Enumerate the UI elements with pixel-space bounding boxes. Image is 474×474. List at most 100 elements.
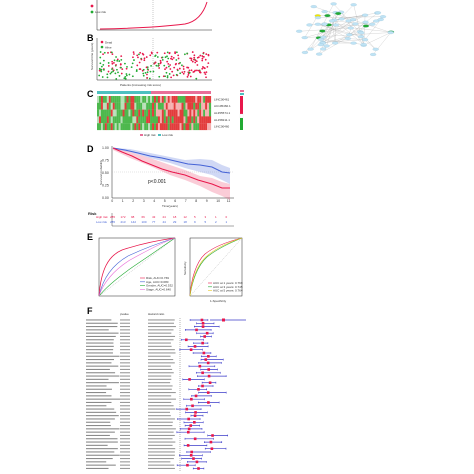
survival-point bbox=[168, 51, 171, 54]
heatmap-cell bbox=[118, 109, 121, 117]
heatmap-cell bbox=[116, 96, 119, 103]
legend-dead-dot bbox=[100, 40, 104, 44]
survival-point bbox=[125, 73, 128, 75]
heatmap-cell bbox=[142, 123, 145, 131]
survival-point bbox=[102, 59, 105, 62]
network-node bbox=[332, 23, 339, 27]
network-node bbox=[362, 24, 370, 28]
forest-row bbox=[176, 463, 196, 467]
heatmap-cell bbox=[161, 109, 164, 117]
heatmap-cell bbox=[155, 102, 159, 110]
group-legend-low bbox=[240, 93, 244, 95]
heatmap-cell bbox=[187, 109, 190, 117]
survival-point bbox=[115, 63, 117, 66]
heatmap-cell bbox=[167, 96, 170, 103]
forest-row bbox=[180, 338, 204, 342]
heatmap-cell bbox=[138, 109, 141, 117]
heatmap-cell bbox=[140, 109, 143, 117]
heatmap-cell bbox=[102, 109, 105, 117]
heatmap-cell bbox=[191, 96, 194, 103]
survival-point bbox=[138, 53, 140, 56]
survival-point bbox=[138, 61, 141, 64]
panel-a-risk-score-plot: Low risk bbox=[90, 0, 212, 31]
heatmap-cell bbox=[171, 116, 174, 124]
survival-point bbox=[131, 75, 134, 78]
heatmap-cell bbox=[173, 96, 176, 103]
forest-row bbox=[176, 407, 202, 411]
survival-point bbox=[107, 65, 110, 67]
km-x-tick: 7 bbox=[185, 199, 187, 203]
heatmap-scale-mid bbox=[239, 113, 244, 119]
forest-row bbox=[197, 374, 227, 378]
survival-point bbox=[114, 72, 117, 75]
network-node bbox=[370, 52, 377, 56]
forest-row bbox=[200, 355, 217, 358]
heatmap-cell bbox=[175, 123, 178, 131]
heatmap-cell bbox=[179, 96, 182, 103]
survival-point bbox=[201, 55, 204, 57]
heatmap-cell bbox=[175, 96, 178, 103]
heatmap-cell bbox=[128, 102, 131, 110]
heatmap-cell bbox=[104, 96, 107, 103]
survival-point bbox=[99, 56, 102, 59]
heatmap-cell bbox=[152, 102, 155, 110]
heatmap-cell bbox=[146, 102, 149, 110]
network-node bbox=[310, 5, 317, 9]
heatmap-cell bbox=[195, 109, 198, 117]
forest-row bbox=[200, 335, 212, 338]
heatmap-cell bbox=[195, 116, 198, 124]
heatmap-cell bbox=[98, 123, 102, 131]
risk-count-high: 172 bbox=[121, 215, 126, 219]
heatmap-cell bbox=[157, 123, 160, 131]
heatmap-gene-label: AL355574.1 bbox=[214, 111, 231, 115]
network-node bbox=[369, 22, 376, 26]
risk-count-low: 44 bbox=[163, 220, 167, 224]
roc-right-legend-entry: AUC at 5 years: 0.764 bbox=[213, 289, 243, 293]
heatmap-cell bbox=[126, 102, 129, 110]
roc-left-legend-entry: Gender, AUC=0.532 bbox=[146, 284, 173, 288]
survival-point bbox=[203, 71, 206, 74]
heatmap-cell bbox=[199, 123, 202, 131]
heatmap-cell bbox=[191, 123, 194, 131]
heatmap-cell bbox=[108, 109, 111, 117]
survival-point bbox=[172, 74, 175, 77]
survival-point bbox=[153, 62, 156, 65]
heatmap-cell bbox=[130, 123, 133, 131]
heatmap-cell bbox=[108, 123, 111, 131]
heatmap-cell bbox=[98, 109, 102, 117]
panel-d-label: D bbox=[87, 144, 94, 154]
survival-point bbox=[193, 54, 196, 57]
heatmap-cell bbox=[169, 102, 172, 110]
heatmap-cell bbox=[134, 116, 137, 124]
network-node bbox=[317, 37, 325, 41]
network-node bbox=[338, 17, 345, 21]
survival-point bbox=[174, 51, 177, 54]
heatmap-cell bbox=[148, 102, 151, 110]
survival-point bbox=[179, 72, 182, 75]
heatmap-cell bbox=[201, 109, 204, 117]
heatmap-cell bbox=[177, 96, 180, 103]
heatmap-cell bbox=[159, 102, 162, 110]
survival-point bbox=[120, 72, 123, 75]
heatmap-cell bbox=[124, 96, 127, 103]
survival-point bbox=[150, 51, 153, 54]
heatmap-cell bbox=[116, 116, 119, 124]
heatmap-cell bbox=[134, 96, 137, 103]
survival-point bbox=[99, 62, 102, 65]
heatmap-cell bbox=[100, 116, 103, 124]
km-y-tick: 0.00 bbox=[102, 196, 109, 200]
risk-table-row-low: Low risk bbox=[96, 220, 108, 224]
survival-point bbox=[115, 78, 118, 80]
heatmap-cell bbox=[193, 123, 196, 131]
heatmap-cell bbox=[163, 116, 166, 124]
heatmap-cell bbox=[183, 123, 186, 131]
survival-point bbox=[126, 65, 128, 68]
heatmap-cell bbox=[165, 102, 168, 110]
heatmap-cell bbox=[116, 102, 119, 110]
heatmap-cell bbox=[173, 116, 176, 124]
survival-point bbox=[121, 68, 124, 71]
heatmap-cell bbox=[209, 96, 212, 103]
heatmap-cell bbox=[104, 116, 107, 124]
network-node bbox=[379, 15, 387, 19]
heatmap-cell bbox=[161, 102, 164, 110]
